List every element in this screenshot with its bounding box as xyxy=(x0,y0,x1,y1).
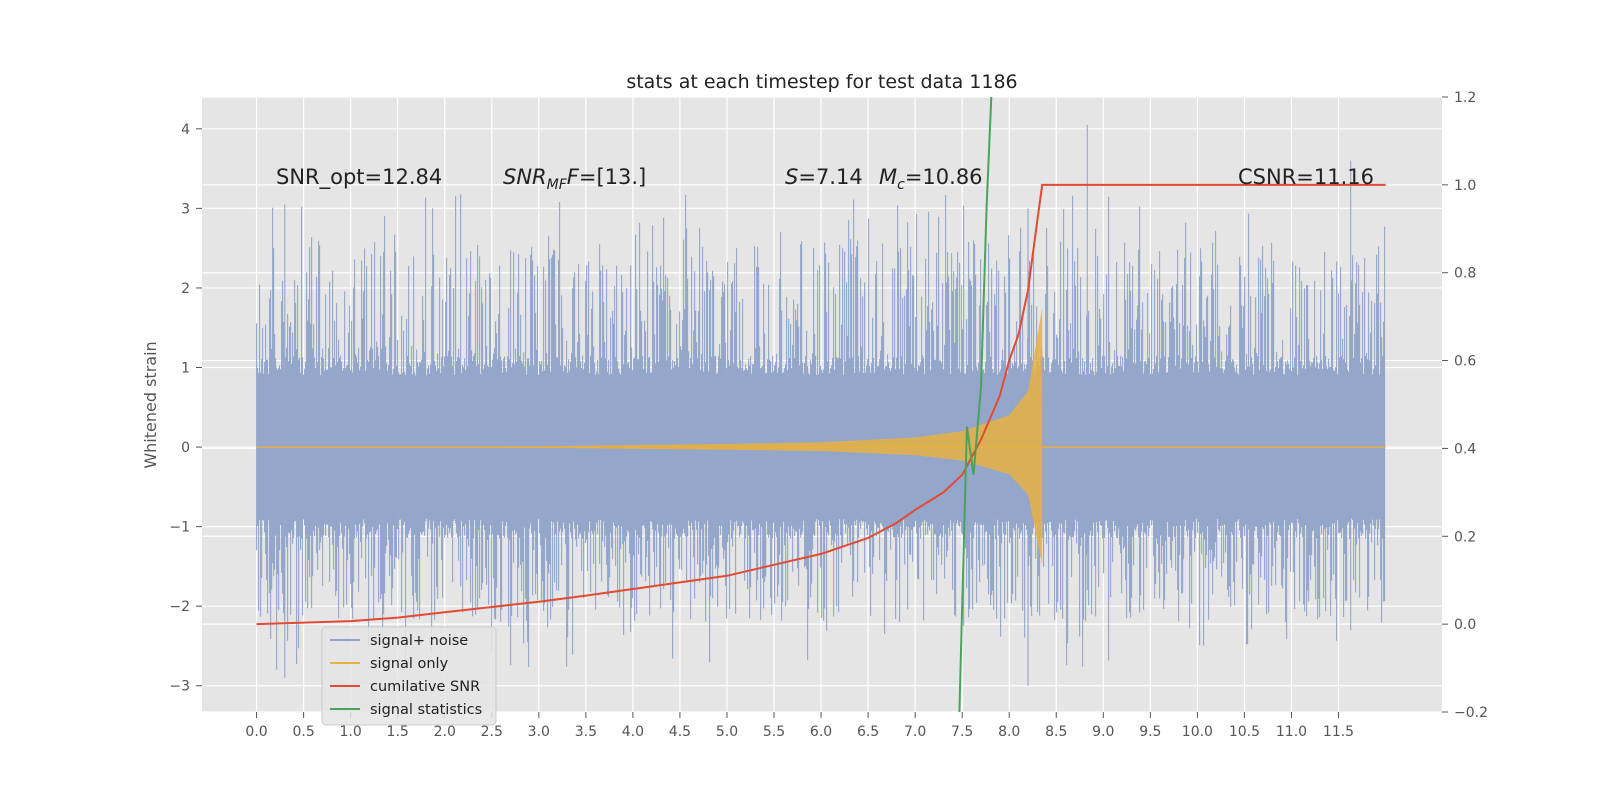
line-series xyxy=(256,96,1386,713)
snr-mf-value: =[13.] xyxy=(579,165,646,189)
cumulative-snr-line xyxy=(256,183,1386,626)
y-tick-label: 0 xyxy=(181,440,190,456)
signal-only-series xyxy=(256,307,1386,567)
x-tick-label: 7.5 xyxy=(951,724,973,740)
x-tick-label: 5.0 xyxy=(716,724,738,740)
signal-noise-series xyxy=(256,124,1386,686)
x-tick-label: 4.0 xyxy=(622,724,644,740)
snr-mf-sub: MF xyxy=(547,177,568,193)
x-tick-label: 6.5 xyxy=(857,724,879,740)
x-tick-label: 8.0 xyxy=(998,724,1020,740)
y-axis-left: 4 3 2 1 0 −1 −2 −3 xyxy=(169,122,202,695)
x-tick-label: 3.0 xyxy=(528,724,550,740)
annotation-s: S=7.14 xyxy=(785,165,863,189)
chart-title: stats at each timestep for test data 118… xyxy=(626,71,1017,93)
legend: signal+ noise signal only cumilative SNR… xyxy=(321,626,497,726)
x-tick-label: 0.0 xyxy=(245,724,267,740)
y-axis-right: 1.2 1.0 0.8 0.6 0.4 0.2 0.0 −0.2 xyxy=(1442,90,1488,721)
y2-tick-label: 1.2 xyxy=(1454,90,1476,106)
mc-value: =10.86 xyxy=(905,165,983,189)
legend-label-signal-noise: signal+ noise xyxy=(370,633,468,649)
x-tick-label: 3.5 xyxy=(575,724,597,740)
x-tick-label: 9.0 xyxy=(1092,724,1114,740)
y-tick-label: −3 xyxy=(169,679,190,695)
x-axis: 0.0 0.5 1.0 1.5 2.0 2.5 3.0 3.5 4.0 4.5 5.0 5.5 6.0 6… xyxy=(245,712,1354,740)
y2-tick-label: 0.6 xyxy=(1454,354,1476,370)
legend-label-signal-statistics: signal statistics xyxy=(370,702,482,718)
y-tick-label: 1 xyxy=(181,361,190,377)
x-tick-label: 8.5 xyxy=(1045,724,1067,740)
y-tick-label: −1 xyxy=(169,520,190,536)
signal-noise-line xyxy=(256,124,1386,686)
x-tick-label: 10.0 xyxy=(1182,724,1213,740)
y2-tick-label: −0.2 xyxy=(1454,705,1488,721)
x-tick-label: 0.5 xyxy=(292,724,314,740)
legend-label-cumulative-snr: cumilative SNR xyxy=(370,679,480,695)
x-tick-label: 5.5 xyxy=(763,724,785,740)
y2-tick-label: 0.0 xyxy=(1454,617,1476,633)
x-tick-label: 1.5 xyxy=(387,724,409,740)
snr-mf-main: SNR xyxy=(503,165,547,189)
annotation-mc: Mc=10.86 xyxy=(879,165,983,193)
x-tick-label: 4.5 xyxy=(669,724,691,740)
legend-label-signal-only: signal only xyxy=(370,656,449,672)
s-value: =7.14 xyxy=(798,165,862,189)
mc-var: M xyxy=(879,165,897,189)
x-tick-label: 1.0 xyxy=(340,724,362,740)
x-tick-label: 9.5 xyxy=(1139,724,1161,740)
y-tick-label: 3 xyxy=(181,201,190,217)
mc-sub: c xyxy=(897,177,905,193)
y2-tick-label: 1.0 xyxy=(1454,178,1476,194)
annotation-csnr: CSNR=11.16 xyxy=(1238,165,1374,189)
x-tick-label: 2.5 xyxy=(481,724,503,740)
x-tick-label: 7.0 xyxy=(904,724,926,740)
x-tick-label: 11.5 xyxy=(1323,724,1354,740)
annotation-snr-mf: SNRMFF=[13.] xyxy=(503,165,646,193)
y-axis-label: Whitened strain xyxy=(141,341,160,468)
s-var: S xyxy=(785,165,798,189)
y-tick-label: 4 xyxy=(181,122,190,138)
annotation-snr-opt: SNR_opt=12.84 xyxy=(276,165,442,190)
legend-box xyxy=(321,626,497,726)
x-tick-label: 2.0 xyxy=(434,724,456,740)
y2-tick-label: 0.4 xyxy=(1454,441,1476,457)
signal-statistics-line xyxy=(958,96,993,713)
y-tick-label: −2 xyxy=(169,599,190,615)
x-tick-label: 6.0 xyxy=(810,724,832,740)
y2-tick-label: 0.2 xyxy=(1454,529,1476,545)
x-tick-label: 11.0 xyxy=(1276,724,1307,740)
y-tick-label: 2 xyxy=(181,281,190,297)
y2-tick-label: 0.8 xyxy=(1454,266,1476,282)
x-tick-label: 10.5 xyxy=(1229,724,1260,740)
snr-mf-f: F xyxy=(567,165,580,189)
